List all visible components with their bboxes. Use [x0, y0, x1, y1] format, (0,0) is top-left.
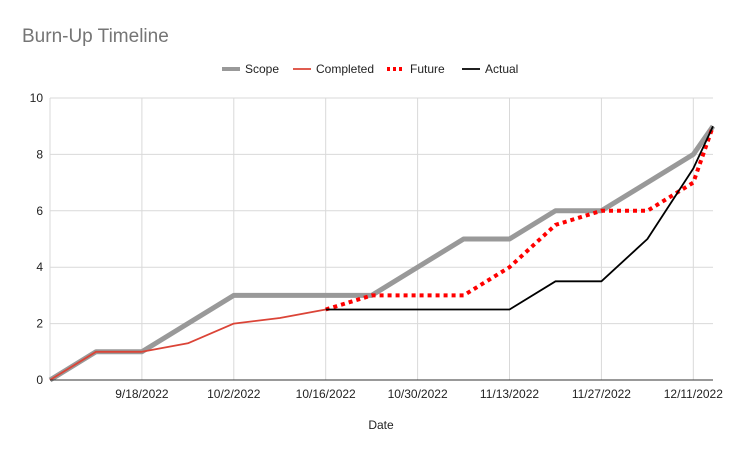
- y-tick-label: 8: [36, 147, 43, 161]
- x-tick-label: 10/30/2022: [388, 387, 448, 401]
- series-line-scope: [48, 124, 716, 383]
- chart-title: Burn-Up Timeline: [22, 26, 169, 47]
- y-tick-label: 10: [30, 91, 44, 105]
- x-tick-label: 11/13/2022: [480, 387, 539, 401]
- x-tick-label: 10/2/2022: [207, 387, 261, 401]
- legend-label-completed: Completed: [316, 62, 374, 76]
- x-tick-label: 12/11/2022: [664, 387, 723, 401]
- x-tick-label: 10/16/2022: [296, 387, 356, 401]
- y-tick-label: 4: [36, 260, 43, 274]
- legend-label-future: Future: [410, 62, 445, 76]
- x-tick-label: 11/27/2022: [572, 387, 631, 401]
- legend-label-scope: Scope: [245, 62, 279, 76]
- series-line-future: [325, 125, 715, 312]
- y-tick-label: 0: [36, 373, 43, 387]
- series-line-actual: [325, 125, 714, 311]
- series-lines: [48, 124, 716, 383]
- y-tick-label: 2: [36, 317, 43, 331]
- legend-label-actual: Actual: [485, 62, 518, 76]
- x-axis-label: Date: [368, 418, 394, 432]
- y-axis-ticks: 0 2 4 6 8 10: [30, 91, 44, 387]
- y-tick-label: 6: [36, 204, 43, 218]
- gridlines: [49, 97, 713, 380]
- legend: Scope Completed Future Actual: [222, 62, 518, 76]
- x-tick-label: 9/18/2022: [115, 387, 169, 401]
- series-line-completed: [49, 308, 326, 381]
- x-axis-ticks: 9/18/2022 10/2/2022 10/16/2022 10/30/2022 11…: [115, 387, 723, 401]
